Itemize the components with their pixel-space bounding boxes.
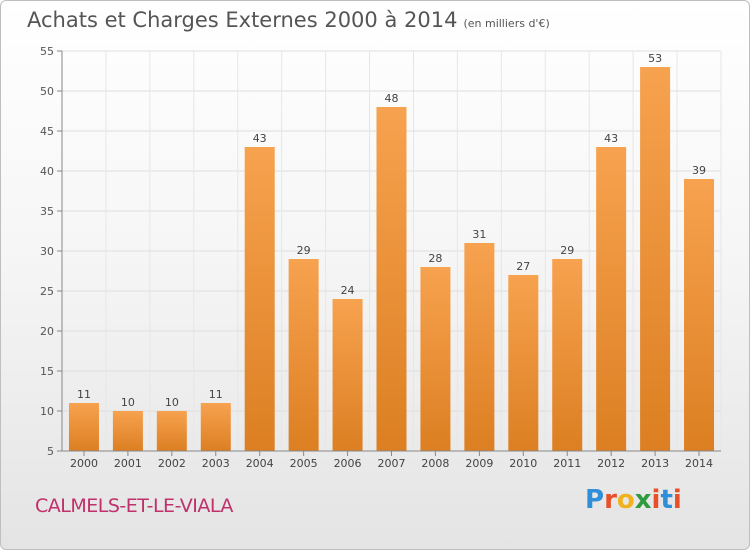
x-tick-label-2002: 2002: [158, 457, 186, 470]
y-tick-label: 40: [40, 165, 54, 178]
data-label-2009: 31: [472, 228, 486, 241]
data-label-2003: 11: [209, 388, 223, 401]
data-label-2012: 43: [604, 132, 618, 145]
commune-name: CALMELS-ET-LE-VIALA: [35, 495, 233, 517]
y-tick-label: 25: [40, 285, 54, 298]
bar-2002: [156, 411, 187, 451]
data-label-2008: 28: [428, 252, 442, 265]
y-tick-label: 15: [40, 365, 54, 378]
x-tick-label-2006: 2006: [334, 457, 362, 470]
bar-2006: [332, 299, 363, 451]
data-label-2011: 29: [560, 244, 574, 257]
bar-2010: [508, 275, 539, 451]
logo-letter: t: [660, 485, 673, 515]
bar-2004: [244, 147, 275, 451]
tick-labels: 5 10 15 20 25 30 35 40 45 50 55 11 2000 10 2001 10 2002 1…: [40, 45, 713, 470]
data-label-2001: 10: [121, 396, 135, 409]
bar-2005: [288, 259, 319, 451]
x-tick-label-2007: 2007: [378, 457, 406, 470]
data-label-2006: 24: [341, 284, 355, 297]
x-tick-label-2009: 2009: [465, 457, 493, 470]
logo-letter: i: [672, 485, 682, 515]
data-label-2007: 48: [385, 92, 399, 105]
y-tick-label: 55: [40, 45, 54, 58]
data-label-2004: 43: [253, 132, 267, 145]
x-tick-label-2012: 2012: [597, 457, 625, 470]
bar-2011: [552, 259, 583, 451]
data-label-2013: 53: [648, 52, 662, 65]
y-tick-label: 35: [40, 205, 54, 218]
y-tick-label: 10: [40, 405, 54, 418]
bar-2008: [420, 267, 451, 451]
bar-2000: [68, 403, 99, 451]
y-tick-label: 5: [47, 445, 54, 458]
x-tick-label-2011: 2011: [553, 457, 581, 470]
bar-series: [68, 67, 715, 451]
y-tick-label: 30: [40, 245, 54, 258]
logo-letter: x: [634, 485, 652, 515]
data-label-2002: 10: [165, 396, 179, 409]
chart-title: Achats et Charges Externes 2000 à 2014 (e…: [27, 8, 550, 32]
logo-letter: r: [604, 485, 617, 515]
x-tick-label-2003: 2003: [202, 457, 230, 470]
data-label-2000: 11: [77, 388, 91, 401]
chart-unit: (en milliers d'€): [463, 17, 550, 30]
bar-2013: [640, 67, 671, 451]
bar-2014: [684, 179, 715, 451]
y-tick-label: 45: [40, 125, 54, 138]
logo-letter: i: [651, 485, 661, 515]
bar-2003: [200, 403, 231, 451]
y-tick-label: 50: [40, 85, 54, 98]
x-tick-label-2014: 2014: [685, 457, 713, 470]
data-label-2010: 27: [516, 260, 530, 273]
x-tick-label-2010: 2010: [509, 457, 537, 470]
x-tick-label-2013: 2013: [641, 457, 669, 470]
x-tick-label-2008: 2008: [421, 457, 449, 470]
bar-2009: [464, 243, 495, 451]
data-label-2005: 29: [297, 244, 311, 257]
x-tick-label-2005: 2005: [290, 457, 318, 470]
axes: [57, 50, 721, 456]
proxiti-logo[interactable]: Proxiti: [585, 485, 682, 515]
x-tick-label-2004: 2004: [246, 457, 274, 470]
x-tick-label-2001: 2001: [114, 457, 142, 470]
y-tick-label: 20: [40, 325, 54, 338]
bar-2012: [596, 147, 627, 451]
bar-2001: [112, 411, 143, 451]
chart-title-text: Achats et Charges Externes 2000 à 2014: [27, 8, 458, 32]
x-tick-label-2000: 2000: [70, 457, 98, 470]
data-label-2014: 39: [692, 164, 706, 177]
logo-letter: o: [616, 485, 635, 515]
bar-2007: [376, 107, 407, 451]
logo-letter: P: [585, 485, 605, 515]
